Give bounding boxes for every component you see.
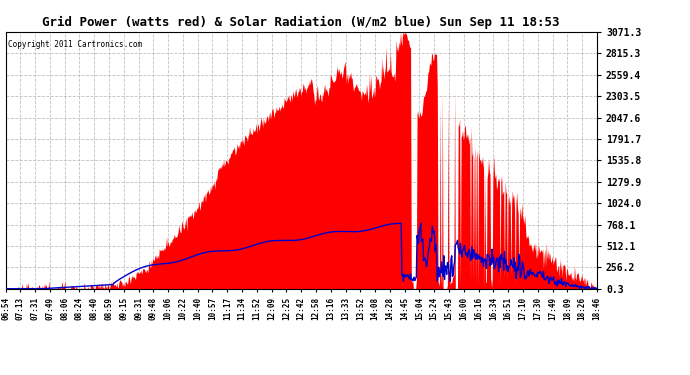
Text: Copyright 2011 Cartronics.com: Copyright 2011 Cartronics.com <box>8 40 143 49</box>
Title: Grid Power (watts red) & Solar Radiation (W/m2 blue) Sun Sep 11 18:53: Grid Power (watts red) & Solar Radiation… <box>43 16 560 29</box>
